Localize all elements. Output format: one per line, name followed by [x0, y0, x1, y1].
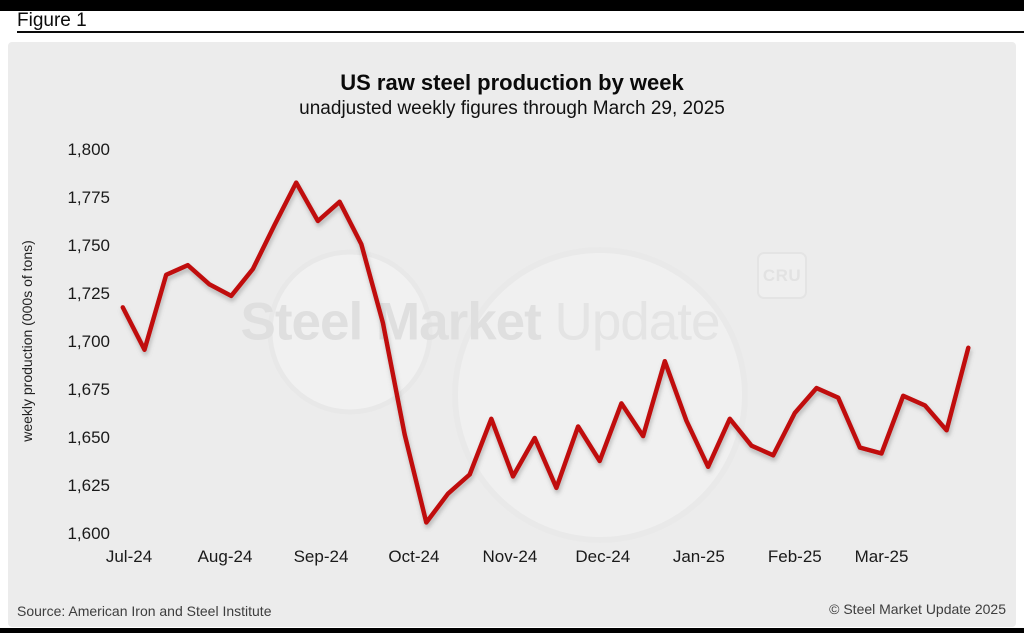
- x-tick-label: Mar-25: [854, 547, 909, 566]
- x-tick-label: Aug-24: [197, 547, 253, 566]
- y-tick-label: 1,650: [67, 428, 110, 447]
- x-tick-label: Dec-24: [575, 547, 631, 566]
- chart-title: US raw steel production by week: [340, 70, 684, 95]
- cru-logo-watermark-icon: CRU: [757, 252, 807, 299]
- y-tick-label: 1,675: [67, 380, 110, 399]
- bottom-border-bar: [0, 628, 1024, 633]
- x-tick-label: Jul-24: [105, 547, 153, 566]
- y-tick-label: 1,750: [67, 236, 110, 255]
- figure-header-rule: [17, 31, 1024, 33]
- smu-watermark-bold: Steel Market: [240, 292, 542, 352]
- top-border-bar: [0, 0, 1024, 11]
- x-tick-label: Jan-25: [672, 547, 725, 566]
- chart-panel: Steel Market Update CRU US raw steel pro…: [8, 42, 1016, 627]
- y-tick-label: 1,700: [67, 332, 110, 351]
- x-tick-label: Nov-24: [482, 547, 538, 566]
- figure-label: Figure 1: [17, 10, 87, 31]
- y-tick-label: 1,625: [67, 476, 110, 495]
- x-tick-label: Feb-25: [767, 547, 822, 566]
- smu-watermark-text: Steel Market Update: [240, 292, 721, 353]
- y-tick-label: 1,725: [67, 284, 110, 303]
- smu-watermark-light: Update: [554, 292, 721, 352]
- y-tick-label: 1,600: [67, 524, 110, 543]
- y-tick-label: 1,775: [67, 188, 110, 207]
- x-tick-label: Oct-24: [388, 547, 440, 566]
- y-tick-label: 1,800: [67, 140, 110, 159]
- source-note: Source: American Iron and Steel Institut…: [17, 603, 272, 619]
- chart-subtitle: unadjusted weekly figures through March …: [299, 98, 725, 119]
- x-tick-label: Sep-24: [293, 547, 349, 566]
- copyright-note: © Steel Market Update 2025: [829, 601, 1006, 617]
